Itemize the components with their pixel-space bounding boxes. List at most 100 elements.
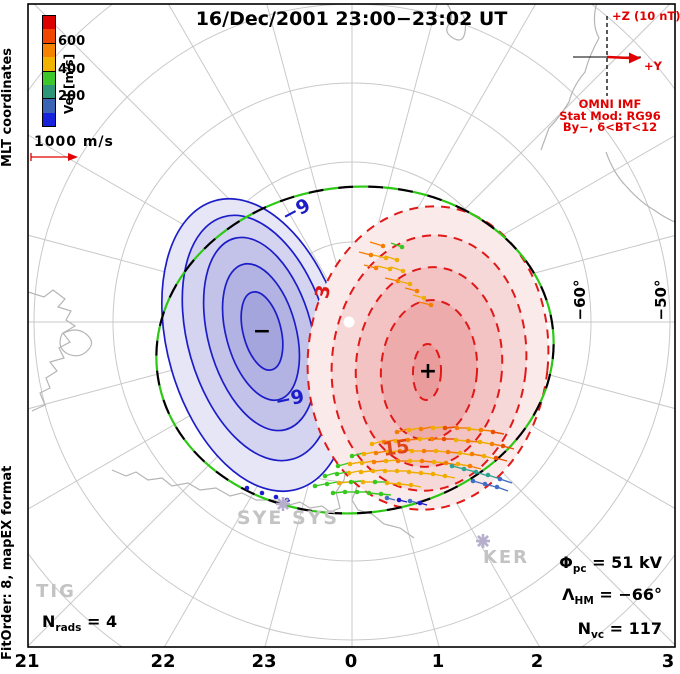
colorbar-segment [43, 29, 55, 43]
imf-vector-arrow [606, 52, 641, 64]
colorbar-title: Vel [m/s] [62, 53, 76, 114]
vector-dot [347, 461, 353, 467]
vector-dot [396, 481, 402, 487]
contour-label: 15 [382, 435, 411, 460]
vector-dot [394, 468, 400, 474]
positive-potential-cell [306, 205, 550, 511]
vector-dot [433, 448, 439, 454]
vector-dot [394, 257, 400, 263]
vector-dot [478, 427, 484, 433]
vector-dot [394, 429, 400, 435]
vector-dot [371, 459, 377, 465]
imf-source: OMNI IMF [578, 97, 642, 111]
stat-nvectors: Nvc = 117 [520, 619, 662, 641]
vector-dot [497, 476, 503, 482]
coastline [111, 451, 415, 539]
vector-dot [346, 470, 352, 476]
reference-vector-label: 1000 m/s [34, 134, 114, 150]
colorbar-tick-label: 200 [58, 89, 86, 104]
stat-hm-sub: HM [574, 595, 594, 608]
vector-dot [442, 473, 448, 479]
fitorder-note: FitOrder: 8, mapEX format [0, 465, 15, 660]
vector-dot [330, 490, 336, 496]
coordinates-note: MLT coordinates [0, 48, 15, 167]
contour-blue-inner [240, 291, 284, 371]
coastline [605, 151, 675, 223]
extremum-sign: − [253, 319, 271, 344]
vector-dot [349, 453, 355, 459]
stat-nvectors-sub: vc [590, 629, 605, 642]
station-star-ray [477, 535, 489, 547]
colorbar-segment [43, 70, 55, 85]
mlt-label: 22 [150, 651, 176, 672]
vector-dot [368, 252, 374, 258]
coastline [540, 4, 600, 151]
vector-dot [366, 490, 372, 496]
vector-dot [358, 469, 364, 475]
vector-dot [421, 295, 427, 301]
vector-dot [382, 468, 388, 474]
stat-nradars-value: = 4 [81, 612, 118, 631]
coastline [28, 289, 77, 412]
vector-dot [461, 466, 467, 472]
station-star-ray [277, 498, 289, 510]
stat-potential: Φpc = 51 kV [520, 553, 662, 575]
vector-dot [421, 448, 427, 454]
vector-dot [467, 463, 473, 469]
vector-dot [244, 485, 250, 491]
vector-dot [457, 450, 463, 456]
contour-label: 3 [311, 283, 335, 301]
vector-dot [419, 458, 425, 464]
grid-spoke [167, 4, 353, 323]
stat-nvectors-symbol: N [577, 619, 591, 638]
vector-dot [406, 469, 412, 475]
mlt-label: 0 [344, 651, 358, 672]
potential-extrema: −+ [253, 319, 437, 384]
mlt-label: 1 [431, 651, 445, 672]
imf-y-label: +Y [644, 59, 662, 73]
vector-dot [431, 459, 437, 465]
station-label: SYE SYS [237, 507, 339, 529]
vector-dot [385, 449, 391, 455]
vector-dot [348, 479, 354, 485]
vector-dot [408, 482, 414, 488]
vector-dot [312, 483, 318, 489]
latitude-labels: −60° −50° [571, 280, 670, 321]
vector-dot [409, 448, 415, 454]
colorbar-tick-label: 400 [58, 62, 86, 77]
vector-dot [430, 471, 436, 477]
extremum-sign: + [419, 359, 437, 384]
vector-dot [407, 458, 413, 464]
station-star [476, 534, 490, 548]
vector-dot [477, 439, 483, 445]
stat-potential-sub: pc [572, 563, 587, 576]
stat-nvectors-value: = 117 [604, 619, 662, 638]
mlt-label: 21 [14, 651, 40, 672]
vector-dot [383, 458, 389, 464]
vector-dot [490, 429, 496, 435]
vector-dot [418, 470, 424, 476]
stat-hm-symbol: Λ [562, 585, 575, 604]
contour-red-inner [411, 343, 443, 401]
colorbar-segment [43, 57, 55, 71]
vector-dot [485, 472, 491, 478]
radar-stations: SYE SYS KER TIG [36, 497, 529, 602]
station-label: KER [483, 547, 529, 568]
vector-dot [336, 480, 342, 486]
stat-potential-value: = 51 kV [586, 553, 662, 572]
vector-dot [445, 449, 451, 455]
latitude-label: −50° [652, 280, 670, 321]
colorbar-tick-label: 600 [58, 34, 86, 49]
vector-dot [414, 288, 420, 294]
vector-dot [354, 489, 360, 495]
vector-dot [381, 439, 387, 445]
vector-dot [322, 473, 328, 479]
vector-dot [373, 265, 379, 271]
vector-dot [455, 461, 461, 467]
vector-dot [334, 471, 340, 477]
vector-dot [396, 497, 402, 503]
mlt-label: 23 [251, 651, 277, 672]
vector-dot [370, 468, 376, 474]
vector-dot [259, 490, 265, 496]
